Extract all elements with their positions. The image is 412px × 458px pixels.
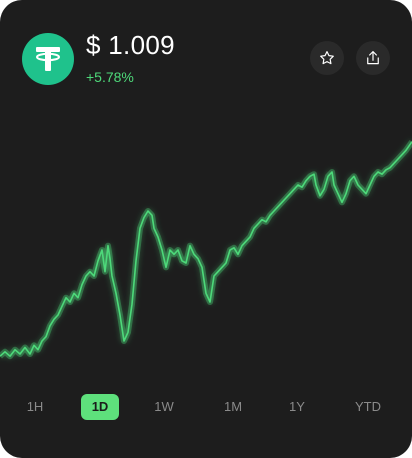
timeframe-1h[interactable]: 1H [26,399,44,414]
share-button[interactable] [356,41,390,75]
timeframe-1m[interactable]: 1M [223,399,243,414]
coin-price: $ 1.009 [86,30,175,60]
timeframe-1d[interactable]: 1D [81,394,119,420]
favorite-button[interactable] [310,41,344,75]
price-change: +5.78% [86,69,134,85]
price-chart[interactable] [0,120,412,380]
star-icon [320,51,334,65]
tether-icon [22,33,74,85]
price-line-glow [0,139,412,360]
timeframe-ytd[interactable]: YTD [355,399,381,414]
timeframe-selector: 1H 1D 1W 1M 1Y YTD [0,394,412,420]
timeframe-1y[interactable]: 1Y [289,399,305,414]
share-icon [367,51,379,65]
price-line [0,141,412,357]
timeframe-1w[interactable]: 1W [154,399,174,414]
